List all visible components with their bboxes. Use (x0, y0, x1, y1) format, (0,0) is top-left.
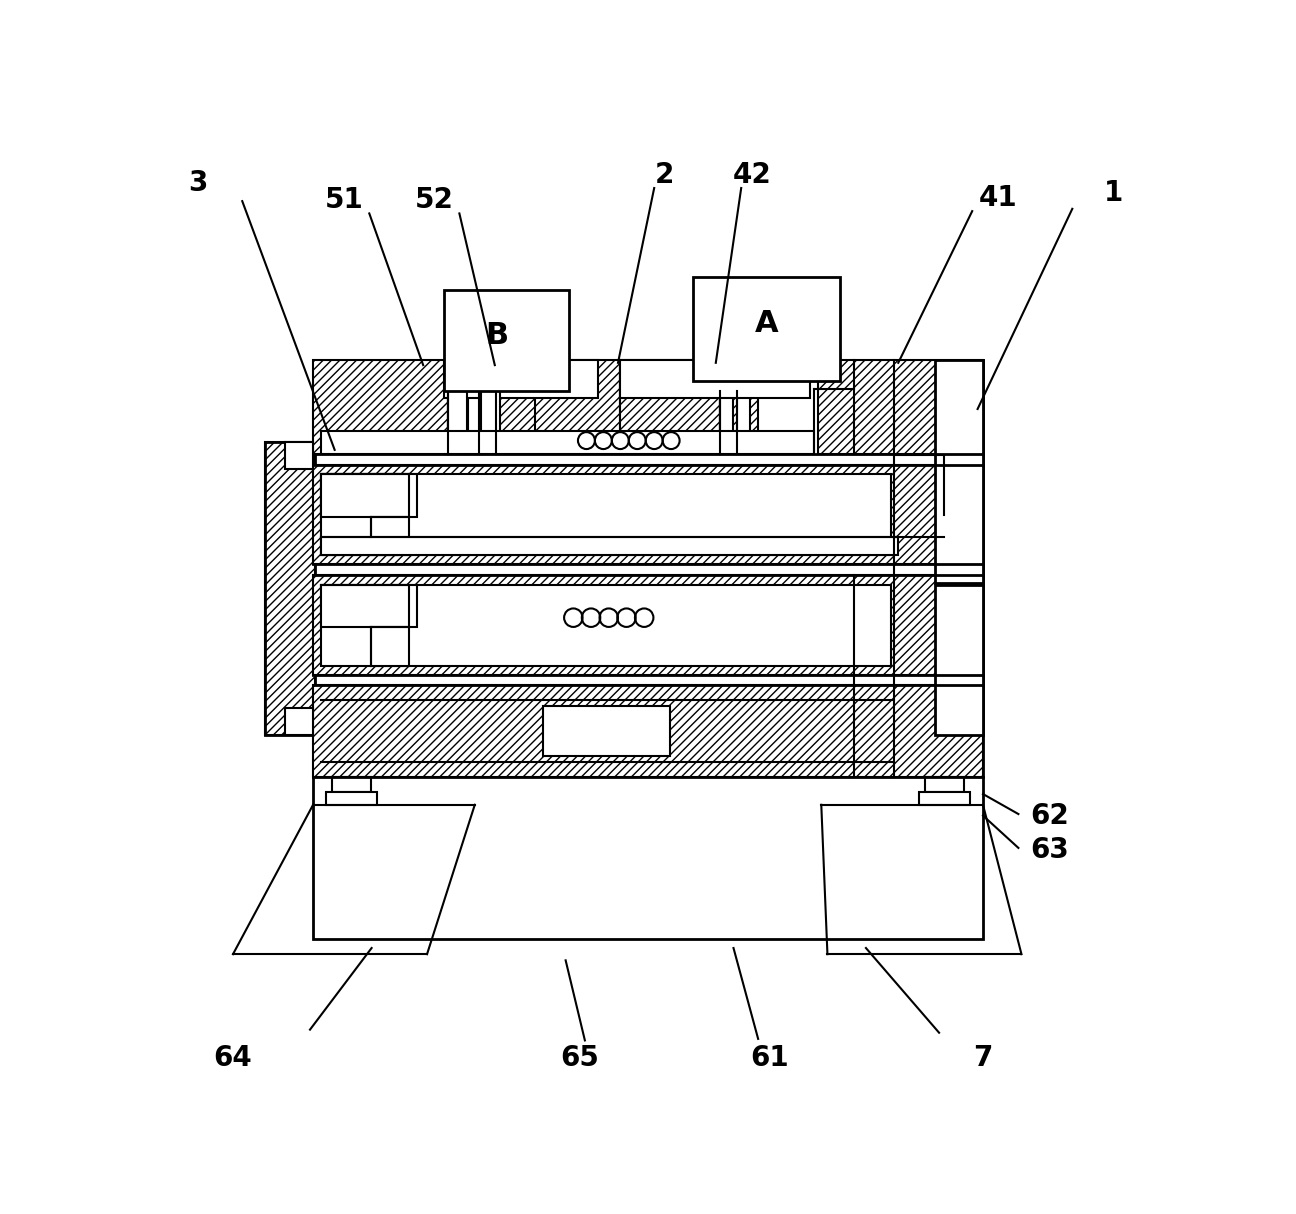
Text: B: B (485, 320, 508, 350)
Bar (321, 537, 898, 555)
Bar (936, 359, 982, 583)
Bar (314, 685, 982, 777)
Bar (445, 290, 569, 391)
Text: 1: 1 (1104, 180, 1124, 208)
Bar (719, 359, 758, 454)
Bar (619, 359, 810, 398)
Bar (736, 359, 750, 454)
Bar (314, 359, 982, 938)
Bar (468, 359, 482, 454)
Bar (719, 359, 734, 454)
Bar (936, 585, 982, 734)
Bar (919, 793, 969, 805)
Bar (371, 517, 410, 555)
Bar (321, 475, 417, 517)
Bar (314, 359, 448, 454)
Text: 63: 63 (1030, 836, 1069, 864)
Bar (448, 359, 467, 454)
Text: 2: 2 (654, 161, 674, 189)
Bar (371, 626, 410, 666)
Text: 3: 3 (188, 169, 207, 197)
Bar (285, 442, 314, 469)
Text: 64: 64 (214, 1044, 253, 1072)
Bar (314, 575, 982, 675)
Bar (925, 777, 964, 793)
Text: 65: 65 (560, 1044, 599, 1072)
Bar (266, 442, 315, 734)
Bar (535, 359, 619, 454)
Bar (543, 707, 670, 756)
Text: 61: 61 (750, 1044, 789, 1072)
Bar (448, 359, 465, 454)
Text: 62: 62 (1030, 801, 1069, 829)
Text: 41: 41 (978, 185, 1017, 212)
Bar (693, 277, 840, 380)
Text: 42: 42 (732, 161, 771, 189)
Bar (266, 442, 315, 734)
Bar (481, 359, 500, 454)
Bar (321, 585, 890, 666)
Text: 51: 51 (324, 186, 363, 214)
Bar (321, 431, 814, 454)
Bar (321, 475, 890, 555)
Bar (619, 359, 719, 454)
Bar (332, 777, 371, 793)
Bar (445, 359, 597, 398)
Bar (314, 465, 982, 563)
Bar (285, 708, 314, 734)
Bar (321, 585, 417, 626)
Text: A: A (754, 308, 779, 337)
Text: 7: 7 (973, 1044, 993, 1072)
Bar (321, 475, 398, 555)
Bar (327, 793, 377, 805)
Bar (464, 359, 537, 454)
Bar (818, 359, 982, 454)
Text: 52: 52 (415, 186, 454, 214)
